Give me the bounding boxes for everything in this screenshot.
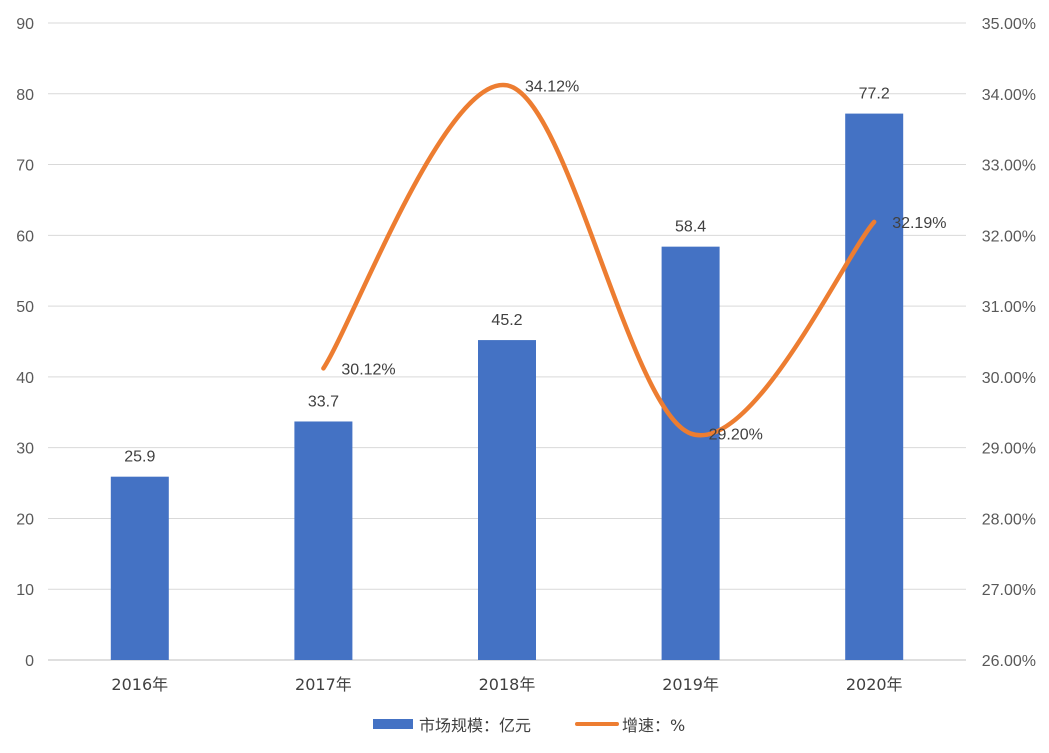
right-axis-tick-label: 35.00% — [982, 16, 1036, 33]
bar-data-label: 77.2 — [859, 86, 890, 103]
right-axis-tick-label: 31.00% — [982, 299, 1036, 316]
line-data-label: 30.12% — [341, 361, 395, 378]
bar-data-label: 33.7 — [308, 393, 339, 410]
bar-data-label: 58.4 — [675, 219, 706, 236]
bar — [845, 113, 904, 660]
right-axis-tick-label: 30.00% — [982, 370, 1036, 387]
legend-label-line: 增速：% — [622, 716, 685, 735]
left-axis-tick-label: 50 — [16, 299, 34, 316]
left-axis-ticks: 0 10 20 30 40 50 60 70 80 90 — [16, 16, 34, 670]
left-axis-tick-label: 60 — [16, 228, 34, 245]
left-axis-tick-label: 20 — [16, 511, 34, 528]
right-axis-tick-label: 34.00% — [982, 87, 1036, 104]
right-axis-tick-label: 32.00% — [982, 228, 1036, 245]
bar-data-labels: 25.9 33.7 45.2 58.4 77.2 — [124, 86, 890, 466]
bar — [110, 476, 169, 660]
x-axis-tick-label: 2019年 — [662, 675, 719, 694]
bar-series — [110, 113, 904, 660]
growth-line — [321, 83, 877, 438]
line-series — [321, 83, 877, 438]
x-axis-tick-label: 2018年 — [479, 675, 536, 694]
bar-data-label: 25.9 — [124, 449, 155, 466]
line-data-labels: 30.12% 34.12% 29.20% 32.19% — [341, 78, 946, 443]
line-data-label: 29.20% — [709, 427, 763, 444]
left-axis-tick-label: 0 — [25, 653, 34, 670]
right-axis-tick-label: 33.00% — [982, 158, 1036, 175]
left-axis-tick-label: 10 — [16, 582, 34, 599]
bar — [294, 421, 353, 660]
bar — [661, 246, 720, 660]
left-axis-tick-label: 80 — [16, 87, 34, 104]
x-axis-ticks: 2016年 2017年 2018年 2019年 2020年 — [111, 675, 902, 694]
legend-swatch-bar — [373, 719, 413, 729]
right-axis-tick-label: 28.00% — [982, 511, 1036, 528]
bar-data-label: 45.2 — [491, 312, 522, 329]
left-axis-tick-label: 90 — [16, 16, 34, 33]
x-axis-tick-label: 2016年 — [111, 675, 168, 694]
right-axis-ticks: 26.00% 27.00% 28.00% 29.00% 30.00% 31.00% 32.0… — [982, 16, 1036, 670]
right-axis-tick-label: 27.00% — [982, 582, 1036, 599]
right-axis-tick-label: 29.00% — [982, 441, 1036, 458]
legend-label-bar: 市场规模：亿元 — [419, 716, 531, 735]
bar — [478, 340, 536, 660]
line-data-label: 34.12% — [525, 78, 579, 95]
left-axis-tick-label: 30 — [16, 441, 34, 458]
left-axis-tick-label: 70 — [16, 158, 34, 175]
left-axis-tick-label: 40 — [16, 370, 34, 387]
x-axis-tick-label: 2020年 — [846, 675, 903, 694]
legend: 市场规模：亿元 增速：% — [373, 716, 685, 735]
x-axis-tick-label: 2017年 — [295, 675, 352, 694]
right-axis-tick-label: 26.00% — [982, 653, 1036, 670]
line-data-label: 32.19% — [892, 215, 946, 232]
